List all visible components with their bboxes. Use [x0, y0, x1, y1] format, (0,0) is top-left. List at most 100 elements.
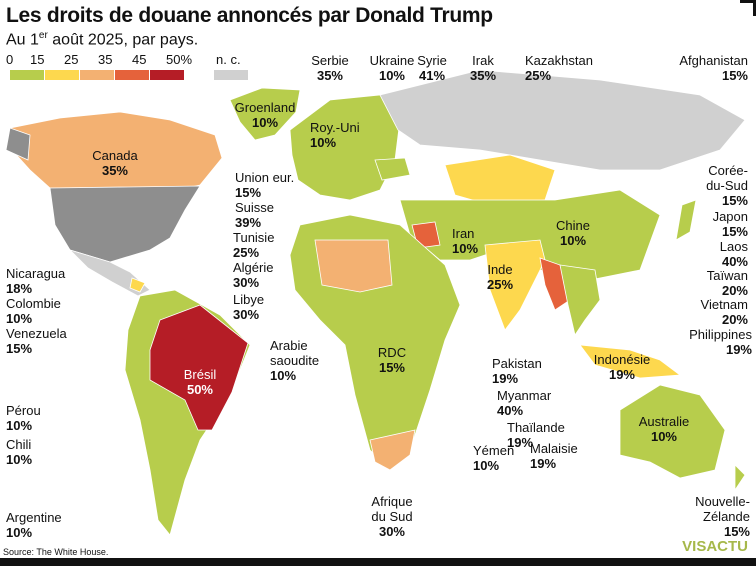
country-label: Algérie 30% — [233, 260, 273, 290]
country-name: Chili — [6, 437, 32, 452]
country-label: RDC 15% — [378, 345, 406, 375]
legend-tick: 45 — [132, 52, 147, 67]
tariff-rate: 15% — [235, 185, 262, 200]
country-label: Roy.-Uni 10% — [310, 120, 360, 150]
se-asia — [559, 264, 601, 336]
russia — [379, 69, 746, 171]
tariff-rate: 10% — [270, 368, 297, 383]
tariff-rate: 10% — [559, 233, 587, 248]
legend-na-label: n. c. — [216, 52, 241, 67]
tariff-rate: 25% — [233, 245, 260, 260]
country-name: Kazakhstan — [525, 53, 593, 68]
country-name: Syrie — [417, 53, 447, 68]
bottom-bar — [0, 558, 756, 566]
tariff-rate: 10% — [378, 68, 406, 83]
tariff-rate: 30% — [233, 307, 260, 322]
legend-swatch — [115, 70, 149, 80]
country-name: Nicaragua — [6, 266, 66, 281]
india — [484, 239, 546, 331]
tariff-rate: 19% — [530, 456, 557, 471]
legend-tick: 35 — [98, 52, 113, 67]
tariff-rate: 10% — [473, 458, 500, 473]
country-label: Suisse 39% — [235, 200, 274, 230]
country-label: Myanmar 40% — [497, 388, 551, 418]
subtitle-text-end: août 2025, par pays. — [47, 31, 199, 49]
tariff-rate: 19% — [608, 367, 636, 382]
tariff-rate: 50% — [186, 382, 214, 397]
tariff-rate: 10% — [251, 115, 279, 130]
japan — [675, 199, 697, 241]
country-label: Thaïlande 19% — [507, 420, 565, 450]
country-label: Yémen 10% — [473, 443, 514, 473]
country-label: Tunisie 25% — [233, 230, 274, 260]
tariff-rate: 40% — [721, 254, 748, 269]
country-label: Chine 10% — [556, 218, 590, 248]
legend-swatch — [150, 70, 184, 80]
tariff-rate: 19% — [507, 435, 534, 450]
country-name: Laos — [719, 239, 748, 254]
tariff-rate: 20% — [721, 312, 748, 327]
country-name: Venezuela — [6, 326, 67, 341]
tariff-rate: 19% — [492, 371, 519, 386]
country-name: Roy.-Uni — [310, 120, 360, 135]
tariff-rate: 15% — [721, 68, 748, 83]
tariff-rate: 40% — [497, 403, 524, 418]
country-label: Ukraine 10% — [370, 53, 415, 83]
tariff-rate: 15% — [723, 524, 750, 539]
country-name: Algérie — [233, 260, 274, 275]
country-label: Philippines 19% — [689, 327, 752, 357]
tariff-rate: 25% — [525, 68, 552, 83]
country-label: Corée- du-Sud 15% — [706, 163, 748, 208]
tariff-rate: 30% — [378, 524, 406, 539]
country-name: Suisse — [235, 200, 275, 215]
country-name: Groenland — [234, 100, 296, 115]
country-name: Argentine — [6, 510, 62, 525]
country-name: Union eur. — [235, 170, 295, 185]
tariff-rate: 35% — [316, 68, 344, 83]
brazil — [149, 304, 249, 431]
country-name: Tunisie — [233, 230, 275, 245]
myanmar — [539, 257, 571, 311]
country-label: Afrique du Sud 30% — [371, 494, 412, 539]
country-label: Inde 25% — [487, 262, 513, 292]
tariff-rate: 30% — [233, 275, 260, 290]
tariff-rate: 15% — [721, 224, 748, 239]
country-name: Nouvelle- Zélande — [695, 494, 750, 524]
legend-tick: 15 — [30, 52, 45, 67]
source: Source: The White House. — [3, 547, 109, 557]
tariff-rate: 10% — [310, 135, 337, 150]
country-name: Malaisie — [530, 441, 578, 456]
subtitle-text: Au 1 — [6, 31, 39, 49]
europe — [289, 94, 401, 201]
country-label: Serbie 35% — [311, 53, 349, 83]
usa — [49, 185, 201, 263]
tariff-rate: 15% — [6, 341, 33, 356]
tariff-rate: 15% — [378, 360, 406, 375]
country-label: Union eur. 15% — [235, 170, 294, 200]
legend-na-swatch — [214, 70, 248, 80]
country-name: Libye — [233, 292, 265, 307]
tariff-rate: 10% — [650, 429, 678, 444]
greenland — [229, 87, 301, 141]
country-label: Chili 10% — [6, 437, 32, 467]
legend-swatch — [45, 70, 79, 80]
page-title: Les droits de douane annoncés par Donald… — [6, 4, 493, 27]
country-name: Inde — [487, 262, 513, 277]
country-label: Syrie 41% — [417, 53, 447, 83]
frame-corner — [740, 0, 756, 16]
country-label: Vietnam 20% — [701, 297, 748, 327]
indonesia — [579, 344, 682, 379]
country-label: Brésil 50% — [184, 367, 217, 397]
country-label: Groenland 10% — [235, 100, 296, 130]
australia — [619, 384, 726, 479]
country-label: Japon 15% — [713, 209, 748, 239]
country-name: Philippines — [689, 327, 752, 342]
country-label: Malaisie 19% — [530, 441, 578, 471]
tariff-rate: 25% — [486, 277, 514, 292]
tariff-rate: 10% — [6, 311, 33, 326]
south-africa — [369, 429, 416, 471]
country-label: Argentine 10% — [6, 510, 62, 540]
nicaragua — [129, 277, 146, 293]
